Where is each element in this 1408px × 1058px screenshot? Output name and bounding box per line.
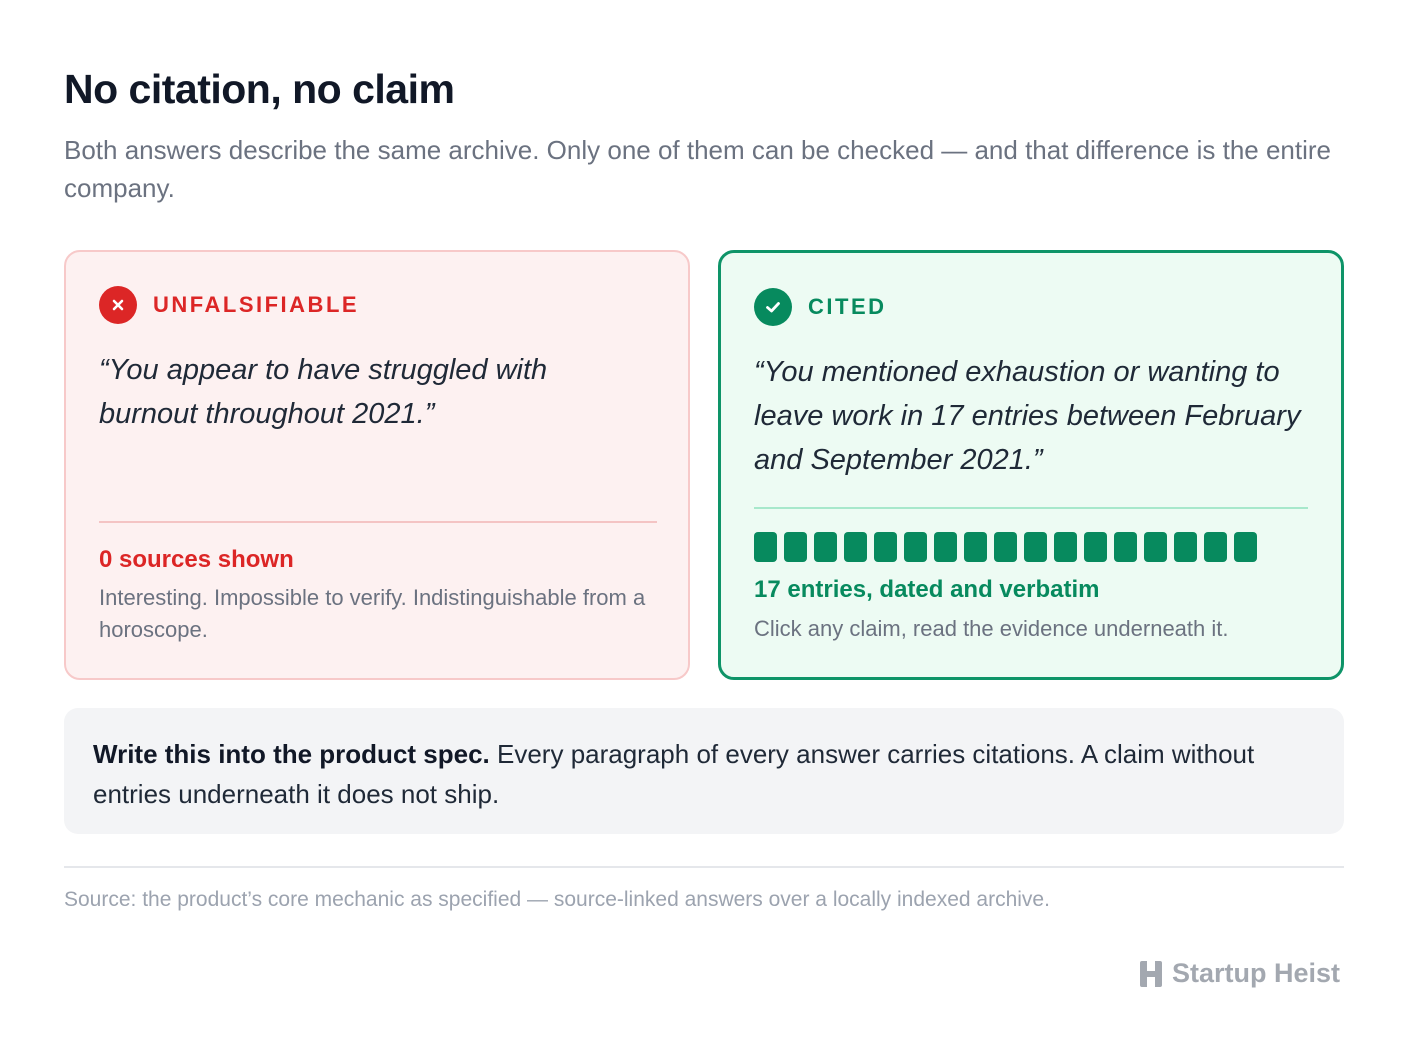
brand-logo-icon: [1139, 960, 1162, 987]
source-note: Source: the product’s core mechanic as s…: [64, 888, 1050, 911]
entry-bar: [784, 532, 807, 562]
cited-note: Click any claim, read the evidence under…: [754, 616, 1229, 641]
unfalsifiable-quote: “You appear to have struggled with burno…: [99, 354, 548, 430]
cited-badge: CITED: [754, 288, 887, 326]
entry-bar: [1174, 532, 1197, 562]
entry-bar: [844, 532, 867, 562]
entry-bar: [1084, 532, 1107, 562]
entry-bar: [754, 532, 777, 562]
entry-bar: [1204, 532, 1227, 562]
unfalsifiable-note: Interesting. Impossible to verify. Indis…: [99, 585, 646, 642]
brand-name: Startup Heist: [1171, 958, 1340, 988]
page-subtitle: Both answers describe the same archive. …: [64, 135, 1332, 203]
spec-callout: Write this into the product spec. Every …: [64, 708, 1344, 834]
unfalsifiable-badge: UNFALSIFIABLE: [99, 286, 359, 324]
entry-bar: [964, 532, 987, 562]
entry-bar: [1114, 532, 1137, 562]
entry-bar: [1144, 532, 1167, 562]
cited-card: CITED “You mentioned exhaustion or wanti…: [718, 250, 1344, 680]
entry-bar: [1024, 532, 1047, 562]
cited-divider: [754, 507, 1308, 509]
entry-bar: [1054, 532, 1077, 562]
unfalsifiable-divider: [99, 521, 657, 523]
check-icon: [754, 288, 792, 326]
footer-divider: [64, 866, 1344, 868]
page-title: No citation, no claim: [64, 66, 455, 112]
entry-bar: [904, 532, 927, 562]
entry-bar: [994, 532, 1017, 562]
entry-bar: [934, 532, 957, 562]
callout-body: Every paragraph of every answer carries …: [93, 739, 1255, 809]
x-icon: [99, 286, 137, 324]
cited-quote: “You mentioned exhaustion or wanting to …: [754, 356, 1301, 476]
cited-label: CITED: [808, 294, 887, 319]
entry-bar: [874, 532, 897, 562]
unfalsifiable-stat: 0 sources shown: [99, 546, 294, 573]
entry-bar: [814, 532, 837, 562]
unfalsifiable-label: UNFALSIFIABLE: [153, 292, 360, 317]
unfalsifiable-card: UNFALSIFIABLE “You appear to have strugg…: [64, 250, 690, 680]
callout-lead: Write this into the product spec.: [93, 739, 490, 769]
entry-bar: [1234, 532, 1257, 562]
cited-stat: 17 entries, dated and verbatim: [754, 576, 1100, 603]
brand: Startup Heist: [1138, 958, 1340, 989]
